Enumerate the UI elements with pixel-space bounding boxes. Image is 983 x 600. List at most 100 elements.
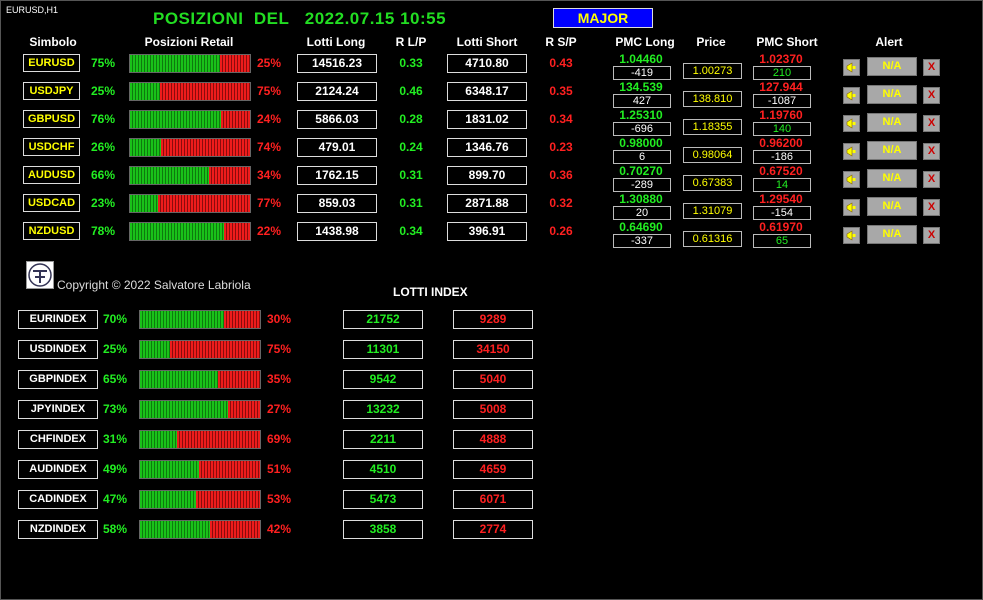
- index-symbol-button[interactable]: GBPINDEX: [18, 370, 98, 389]
- index-symbol-button[interactable]: CHFINDEX: [18, 430, 98, 449]
- alert-na-button[interactable]: N/A: [867, 57, 917, 76]
- alert-close-button[interactable]: X: [923, 87, 940, 104]
- price-value: 1.00273: [683, 63, 742, 79]
- index-long-percent: 58%: [103, 522, 128, 536]
- lotti-short-value: 4710.80: [447, 54, 527, 73]
- long-bar-fill: [130, 195, 158, 212]
- price-value: 0.98064: [683, 147, 742, 163]
- index-short-percent: 75%: [267, 342, 292, 356]
- index-symbol-button[interactable]: USDINDEX: [18, 340, 98, 359]
- header-r-lp: R L/P: [395, 35, 427, 49]
- alert-na-button[interactable]: N/A: [867, 169, 917, 188]
- long-bar-fill: [130, 55, 220, 72]
- alert-close-button[interactable]: X: [923, 115, 940, 132]
- index-long-lots: 3858: [343, 520, 423, 539]
- retail-position-bar: [129, 138, 251, 157]
- short-bar-fill: [220, 55, 250, 72]
- pmc-short-value: 1.19760: [759, 108, 803, 122]
- alert-na-button[interactable]: N/A: [867, 141, 917, 160]
- index-short-percent: 42%: [267, 522, 292, 536]
- retail-position-bar: [129, 110, 251, 129]
- long-bar-fill: [130, 223, 224, 240]
- major-button[interactable]: MAJOR: [553, 8, 653, 28]
- symbol-button[interactable]: USDJPY: [23, 82, 80, 100]
- pmc-long-value: 0.70270: [619, 164, 663, 178]
- pmc-short-value: 127.944: [759, 80, 803, 94]
- alert-close-button[interactable]: X: [923, 199, 940, 216]
- short-bar-fill: [160, 83, 250, 100]
- alert-close-button[interactable]: X: [923, 143, 940, 160]
- symbol-button[interactable]: USDCAD: [23, 194, 80, 212]
- alert-close-button[interactable]: X: [923, 171, 940, 188]
- index-short-percent: 27%: [267, 402, 292, 416]
- long-percent: 23%: [91, 196, 116, 210]
- index-position-bar: [139, 310, 261, 329]
- short-bar-fill: [221, 111, 250, 128]
- alert-close-button[interactable]: X: [923, 227, 940, 244]
- short-bar-fill: [196, 491, 260, 508]
- index-long-lots: 5473: [343, 490, 423, 509]
- pmc-short-value: 0.67520: [759, 164, 803, 178]
- r-sp-value: 0.34: [549, 112, 573, 126]
- index-symbol-button[interactable]: CADINDEX: [18, 490, 98, 509]
- r-lp-value: 0.24: [399, 140, 423, 154]
- price-value: 1.31079: [683, 203, 742, 219]
- symbol-button[interactable]: NZDUSD: [23, 222, 80, 240]
- long-bar-fill: [140, 491, 197, 508]
- index-short-percent: 51%: [267, 462, 292, 476]
- index-long-lots: 21752: [343, 310, 423, 329]
- pmc-short-diff: 65: [753, 234, 811, 248]
- symbol-button[interactable]: AUDUSD: [23, 166, 80, 184]
- bell-alert-icon[interactable]: [843, 227, 860, 244]
- pmc-long-diff: 20: [613, 206, 671, 220]
- index-short-percent: 69%: [267, 432, 292, 446]
- header-pmc-long: PMC Long: [615, 35, 675, 49]
- index-long-percent: 47%: [103, 492, 128, 506]
- pmc-long-value: 1.30880: [619, 192, 663, 206]
- bell-alert-icon[interactable]: [843, 59, 860, 76]
- bell-alert-icon[interactable]: [843, 143, 860, 160]
- pmc-short-diff: 210: [753, 66, 811, 80]
- lotti-long-value: 1762.15: [297, 166, 377, 185]
- short-bar-fill: [161, 139, 250, 156]
- index-long-percent: 49%: [103, 462, 128, 476]
- bell-alert-icon[interactable]: [843, 87, 860, 104]
- symbol-button[interactable]: USDCHF: [23, 138, 80, 156]
- pmc-long-diff: 6: [613, 150, 671, 164]
- lotti-short-value: 396.91: [447, 222, 527, 241]
- index-short-lots: 5008: [453, 400, 533, 419]
- index-position-bar: [139, 520, 261, 539]
- index-symbol-button[interactable]: AUDINDEX: [18, 460, 98, 479]
- index-symbol-button[interactable]: JPYINDEX: [18, 400, 98, 419]
- index-short-lots: 2774: [453, 520, 533, 539]
- short-bar-fill: [227, 401, 260, 418]
- symbol-button[interactable]: GBPUSD: [23, 110, 80, 128]
- pmc-short-value: 0.61970: [759, 220, 803, 234]
- pmc-long-diff: 427: [613, 94, 671, 108]
- index-short-percent: 53%: [267, 492, 292, 506]
- symbol-button[interactable]: EURUSD: [23, 54, 80, 72]
- header-posizioni-retail: Posizioni Retail: [144, 35, 234, 49]
- alert-na-button[interactable]: N/A: [867, 225, 917, 244]
- r-sp-value: 0.32: [549, 196, 573, 210]
- bell-alert-icon[interactable]: [843, 199, 860, 216]
- alert-na-button[interactable]: N/A: [867, 85, 917, 104]
- index-symbol-button[interactable]: EURINDEX: [18, 310, 98, 329]
- index-long-lots: 4510: [343, 460, 423, 479]
- r-sp-value: 0.35: [549, 84, 573, 98]
- index-symbol-button[interactable]: NZDINDEX: [18, 520, 98, 539]
- lotti-long-value: 5866.03: [297, 110, 377, 129]
- alert-na-button[interactable]: N/A: [867, 113, 917, 132]
- alert-na-button[interactable]: N/A: [867, 197, 917, 216]
- alert-close-button[interactable]: X: [923, 59, 940, 76]
- page-title: POSIZIONI DEL 2022.07.15 10:55: [153, 9, 447, 28]
- short-percent: 24%: [257, 112, 282, 126]
- pmc-long-value: 0.98000: [619, 136, 663, 150]
- pmc-long-diff: -289: [613, 178, 671, 192]
- short-bar-fill: [177, 431, 260, 448]
- bell-alert-icon[interactable]: [843, 171, 860, 188]
- pmc-short-value: 0.96200: [759, 136, 803, 150]
- bell-alert-icon[interactable]: [843, 115, 860, 132]
- header-alert: Alert: [875, 35, 903, 49]
- r-lp-value: 0.31: [399, 196, 423, 210]
